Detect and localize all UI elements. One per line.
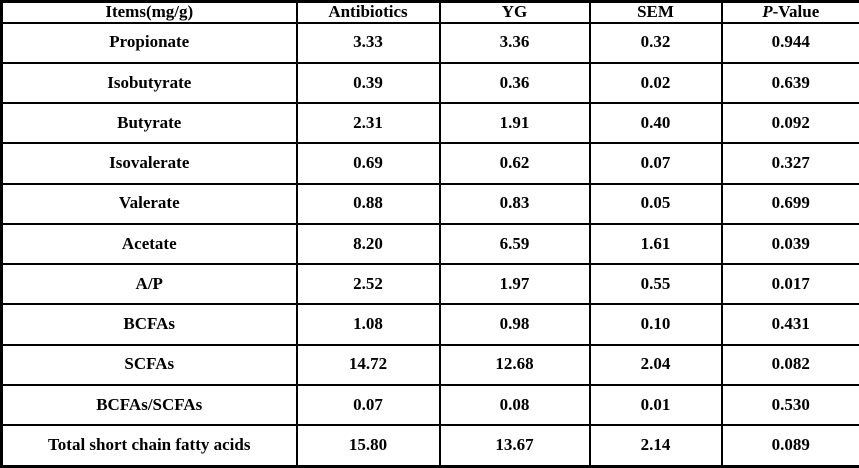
value-cell: 0.082 xyxy=(720,343,859,386)
value-cell: 14.72 xyxy=(295,343,441,386)
table-row: Propionate 3.33 3.36 0.32 0.944 xyxy=(0,21,859,64)
col-header-antibiotics: Antibiotics xyxy=(295,0,441,24)
value-cell: 6.59 xyxy=(438,222,591,266)
value-cell: 3.33 xyxy=(295,21,441,64)
value-cell: 0.039 xyxy=(720,222,859,266)
value-cell: 0.017 xyxy=(720,263,859,306)
value-cell: 1.08 xyxy=(295,303,441,346)
value-cell: 0.39 xyxy=(295,61,441,105)
value-cell: 2.04 xyxy=(588,343,723,386)
pvalue-suffix: -Value xyxy=(772,2,820,21)
value-cell: 0.10 xyxy=(588,303,723,346)
table-row: A/P 2.52 1.97 0.55 0.017 xyxy=(0,263,859,306)
value-cell: 0.69 xyxy=(295,142,441,185)
value-cell: 2.52 xyxy=(295,263,441,306)
value-cell: 0.55 xyxy=(588,263,723,306)
value-cell: 0.32 xyxy=(588,21,723,64)
item-cell: Valerate xyxy=(0,182,298,225)
item-cell: BCFAs/SCFAs xyxy=(0,383,298,427)
item-cell: Propionate xyxy=(0,21,298,64)
header-row: Items(mg/g) Antibiotics YG SEM P-Value xyxy=(0,0,859,24)
value-cell: 1.61 xyxy=(588,222,723,266)
value-cell: 1.91 xyxy=(438,102,591,145)
value-cell: 0.431 xyxy=(720,303,859,346)
table-row: BCFAs/SCFAs 0.07 0.08 0.01 0.530 xyxy=(0,383,859,427)
item-cell: Butyrate xyxy=(0,102,298,145)
col-header-sem: SEM xyxy=(588,0,723,24)
item-cell: Total short chain fatty acids xyxy=(0,424,298,468)
value-cell: 1.97 xyxy=(438,263,591,306)
item-cell: BCFAs xyxy=(0,303,298,346)
value-cell: 0.62 xyxy=(438,142,591,185)
value-cell: 2.31 xyxy=(295,102,441,145)
value-cell: 0.092 xyxy=(720,102,859,145)
value-cell: 0.07 xyxy=(588,142,723,185)
item-cell: Isobutyrate xyxy=(0,61,298,105)
item-cell: SCFAs xyxy=(0,343,298,386)
table-body: Propionate 3.33 3.36 0.32 0.944 Isobutyrate 0.… xyxy=(0,21,859,468)
table-row: SCFAs 14.72 12.68 2.04 0.082 xyxy=(0,343,859,386)
item-cell: A/P xyxy=(0,263,298,306)
value-cell: 0.089 xyxy=(720,424,859,468)
table-row: Isobutyrate 0.39 0.36 0.02 0.639 xyxy=(0,61,859,105)
item-cell: Acetate xyxy=(0,222,298,266)
col-header-pvalue: P-Value xyxy=(720,0,859,24)
value-cell: 0.05 xyxy=(588,182,723,225)
col-header-yg: YG xyxy=(438,0,591,24)
value-cell: 0.02 xyxy=(588,61,723,105)
value-cell: 0.530 xyxy=(720,383,859,427)
value-cell: 0.08 xyxy=(438,383,591,427)
col-header-items: Items(mg/g) xyxy=(0,0,298,24)
value-cell: 0.01 xyxy=(588,383,723,427)
value-cell: 0.36 xyxy=(438,61,591,105)
value-cell: 13.67 xyxy=(438,424,591,468)
table-row: Total short chain fatty acids 15.80 13.67 2… xyxy=(0,424,859,468)
value-cell: 0.699 xyxy=(720,182,859,225)
value-cell: 0.07 xyxy=(295,383,441,427)
value-cell: 0.83 xyxy=(438,182,591,225)
value-cell: 0.639 xyxy=(720,61,859,105)
value-cell: 0.88 xyxy=(295,182,441,225)
table-row: Isovalerate 0.69 0.62 0.07 0.327 xyxy=(0,142,859,185)
value-cell: 0.327 xyxy=(720,142,859,185)
value-cell: 3.36 xyxy=(438,21,591,64)
table-row: BCFAs 1.08 0.98 0.10 0.431 xyxy=(0,303,859,346)
item-cell: Isovalerate xyxy=(0,142,298,185)
value-cell: 0.98 xyxy=(438,303,591,346)
value-cell: 8.20 xyxy=(295,222,441,266)
table-row: Acetate 8.20 6.59 1.61 0.039 xyxy=(0,222,859,266)
table-row: Butyrate 2.31 1.91 0.40 0.092 xyxy=(0,102,859,145)
value-cell: 12.68 xyxy=(438,343,591,386)
value-cell: 0.944 xyxy=(720,21,859,64)
pvalue-italic-p: P xyxy=(762,2,773,21)
value-cell: 15.80 xyxy=(295,424,441,468)
value-cell: 2.14 xyxy=(588,424,723,468)
value-cell: 0.40 xyxy=(588,102,723,145)
table-row: Valerate 0.88 0.83 0.05 0.699 xyxy=(0,182,859,225)
